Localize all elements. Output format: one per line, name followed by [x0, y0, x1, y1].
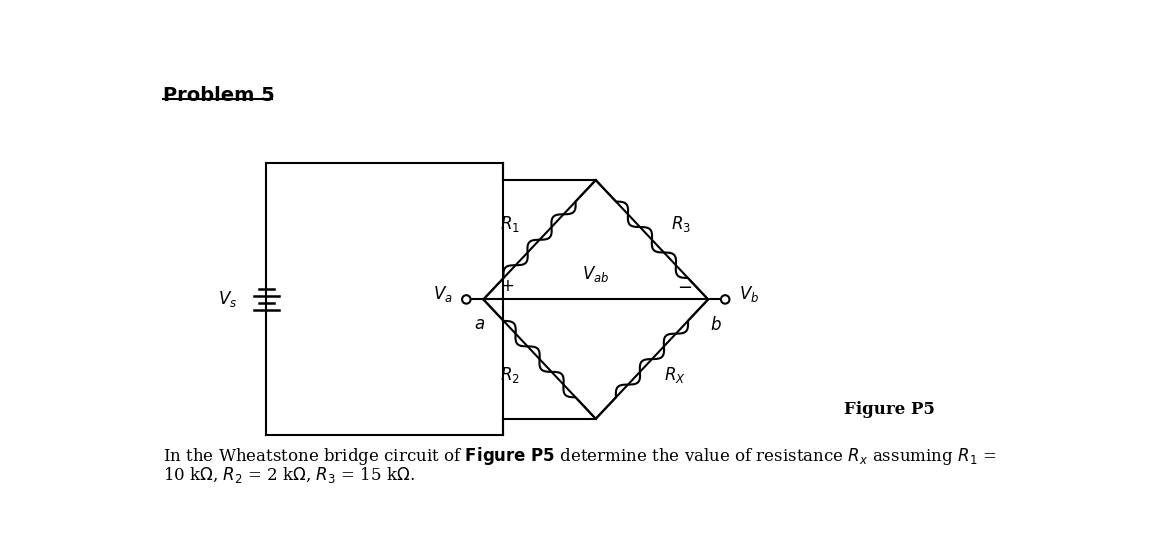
Text: $V_a$: $V_a$ — [433, 284, 453, 304]
Text: $V_b$: $V_b$ — [739, 284, 759, 304]
Text: $b$: $b$ — [710, 316, 722, 334]
Text: Figure P5: Figure P5 — [844, 401, 935, 418]
Text: $R_X$: $R_X$ — [665, 365, 686, 385]
Text: 10 k$\Omega$, $R_2$ = 2 k$\Omega$, $R_3$ = 15 k$\Omega$.: 10 k$\Omega$, $R_2$ = 2 k$\Omega$, $R_3$… — [164, 465, 415, 485]
Text: $+$: $+$ — [500, 277, 514, 295]
Circle shape — [462, 295, 470, 304]
Circle shape — [721, 295, 729, 304]
Text: $V_s$: $V_s$ — [218, 289, 236, 310]
Text: $-$: $-$ — [677, 277, 693, 295]
Text: $V_{ab}$: $V_{ab}$ — [583, 264, 610, 284]
Text: $R_3$: $R_3$ — [672, 214, 691, 234]
Text: $a$: $a$ — [474, 316, 486, 333]
Text: $R_2$: $R_2$ — [501, 365, 519, 385]
Text: Problem 5: Problem 5 — [164, 86, 275, 105]
Text: $R_1$: $R_1$ — [500, 214, 521, 234]
Text: In the Wheatstone bridge circuit of $\mathbf{Figure\ P5}$ determine the value of: In the Wheatstone bridge circuit of $\ma… — [164, 445, 997, 467]
